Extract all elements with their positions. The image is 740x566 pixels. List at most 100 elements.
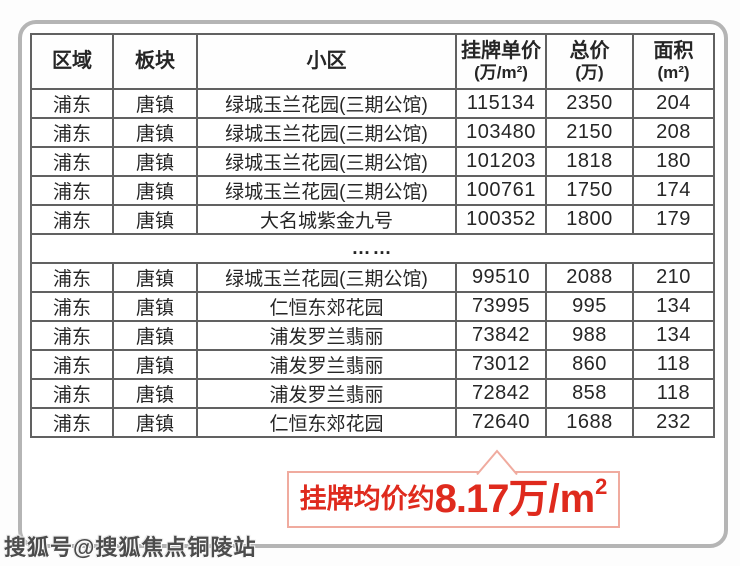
table-row: 浦东 唐镇 浦发罗兰翡丽 73842 988 134 [30, 320, 715, 351]
cell-total-price: 858 [545, 378, 634, 409]
cell-community: 大名城紫金九号 [196, 204, 457, 235]
col-header-sub: (m²) [657, 63, 690, 82]
cell-total-price: 1688 [545, 407, 634, 438]
callout-pointer-icon [476, 449, 518, 475]
callout-unit-text: 万/m [508, 477, 596, 521]
col-header-community: 小区 [196, 33, 457, 90]
table-row: 浦东 唐镇 浦发罗兰翡丽 73012 860 118 [30, 349, 715, 380]
table-row: 浦东 唐镇 绿城玉兰花园(三期公馆) 99510 2088 210 [30, 262, 715, 293]
cell-community: 浦发罗兰翡丽 [196, 378, 457, 409]
table-row: 浦东 唐镇 绿城玉兰花园(三期公馆) 115134 2350 204 [30, 88, 715, 119]
cell-unit-price: 72640 [455, 407, 547, 438]
col-header-label: 面积 [653, 40, 694, 62]
cell-block: 唐镇 [112, 146, 198, 177]
cell-total-price: 2350 [545, 88, 634, 119]
col-header-label: 小区 [306, 50, 347, 72]
cell-district: 浦东 [30, 291, 114, 322]
table-row: 浦东 唐镇 仁恒东郊花园 73995 995 134 [30, 291, 715, 322]
table-row: 浦东 唐镇 绿城玉兰花园(三期公馆) 101203 1818 180 [30, 146, 715, 177]
ellipsis-row: …… [30, 233, 715, 264]
cell-unit-price: 73012 [455, 349, 547, 380]
cell-area: 118 [632, 349, 715, 380]
cell-district: 浦东 [30, 320, 114, 351]
table-row: 浦东 唐镇 大名城紫金九号 100352 1800 179 [30, 204, 715, 235]
cell-community: 绿城玉兰花园(三期公馆) [196, 175, 457, 206]
cell-area: 208 [632, 117, 715, 148]
cell-block: 唐镇 [112, 349, 198, 380]
cell-total-price: 995 [545, 291, 634, 322]
table-header: 区域 板块 小区 挂牌单价 (万/m²) 总价 (万) [30, 33, 715, 90]
col-header-label: 区域 [52, 50, 92, 72]
cell-area: 180 [632, 146, 715, 177]
cell-total-price: 2088 [545, 262, 634, 293]
cell-district: 浦东 [30, 88, 114, 119]
col-header-sub: (万/m²) [474, 63, 528, 82]
cell-community: 仁恒东郊花园 [196, 291, 457, 322]
header-row: 区域 板块 小区 挂牌单价 (万/m²) 总价 (万) [30, 33, 715, 90]
cell-community: 浦发罗兰翡丽 [196, 349, 457, 380]
cell-unit-price: 103480 [455, 117, 547, 148]
cell-total-price: 1800 [545, 204, 634, 235]
table-row: 浦东 唐镇 仁恒东郊花园 72640 1688 232 [30, 407, 715, 438]
cell-area: 232 [632, 407, 715, 438]
cell-unit-price: 72842 [455, 378, 547, 409]
cell-district: 浦东 [30, 204, 114, 235]
listing-price-table: 区域 板块 小区 挂牌单价 (万/m²) 总价 (万) [30, 33, 715, 438]
cell-unit-price: 100352 [455, 204, 547, 235]
cell-area: 174 [632, 175, 715, 206]
cell-total-price: 988 [545, 320, 634, 351]
cell-unit-price: 99510 [455, 262, 547, 293]
cell-area: 134 [632, 320, 715, 351]
table-row: 浦东 唐镇 绿城玉兰花园(三期公馆) 100761 1750 174 [30, 175, 715, 206]
col-header-label: 挂牌单价 [461, 40, 541, 62]
col-header-label: 板块 [135, 50, 175, 72]
cell-district: 浦东 [30, 262, 114, 293]
cell-district: 浦东 [30, 175, 114, 206]
cell-district: 浦东 [30, 407, 114, 438]
table-row: 浦东 唐镇 绿城玉兰花园(三期公馆) 103480 2150 208 [30, 117, 715, 148]
col-header-total-price: 总价 (万) [545, 33, 634, 90]
cell-area: 210 [632, 262, 715, 293]
callout-average-value: 8.17 [434, 477, 510, 521]
cell-unit-price: 73842 [455, 320, 547, 351]
cell-block: 唐镇 [112, 117, 198, 148]
ellipsis-cell: …… [30, 233, 715, 264]
col-header-block: 板块 [112, 33, 198, 90]
col-header-area: 面积 (m²) [632, 33, 715, 90]
cell-total-price: 2150 [545, 117, 634, 148]
cell-area: 204 [632, 88, 715, 119]
cell-community: 绿城玉兰花园(三期公馆) [196, 117, 457, 148]
cell-district: 浦东 [30, 146, 114, 177]
cell-unit-price: 73995 [455, 291, 547, 322]
cell-unit-price: 100761 [455, 175, 547, 206]
col-header-unit-price: 挂牌单价 (万/m²) [455, 33, 547, 90]
cell-district: 浦东 [30, 117, 114, 148]
cell-area: 179 [632, 204, 715, 235]
cell-block: 唐镇 [112, 320, 198, 351]
sohu-watermark: 搜狐号@搜狐焦点铜陵站 [4, 535, 257, 560]
cell-block: 唐镇 [112, 175, 198, 206]
cell-community: 绿城玉兰花园(三期公馆) [196, 262, 457, 293]
cell-block: 唐镇 [112, 204, 198, 235]
cell-community: 绿城玉兰花园(三期公馆) [196, 88, 457, 119]
cell-block: 唐镇 [112, 291, 198, 322]
table-body: 浦东 唐镇 绿城玉兰花园(三期公馆) 115134 2350 204 浦东 唐镇 绿城玉兰花园(… [30, 88, 715, 438]
cell-total-price: 1818 [545, 146, 634, 177]
cell-area: 118 [632, 378, 715, 409]
cell-block: 唐镇 [112, 407, 198, 438]
table-row: 浦东 唐镇 浦发罗兰翡丽 72842 858 118 [30, 378, 715, 409]
cell-unit-price: 101203 [455, 146, 547, 177]
cell-total-price: 860 [545, 349, 634, 380]
cell-community: 绿城玉兰花园(三期公馆) [196, 146, 457, 177]
cell-unit-price: 115134 [455, 88, 547, 119]
cell-block: 唐镇 [112, 262, 198, 293]
cell-block: 唐镇 [112, 378, 198, 409]
cell-district: 浦东 [30, 349, 114, 380]
callout-prefix-text: 挂牌均价约 [299, 484, 435, 514]
average-price-callout: 挂牌均价约 8.17 万/m 2 [287, 449, 620, 528]
cell-area: 134 [632, 291, 715, 322]
col-header-label: 总价 [569, 40, 610, 62]
cell-community: 浦发罗兰翡丽 [196, 320, 457, 351]
cell-total-price: 1750 [545, 175, 634, 206]
